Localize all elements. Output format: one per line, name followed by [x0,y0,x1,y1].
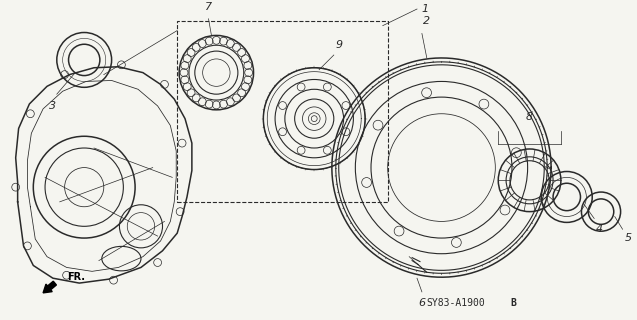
Text: 8: 8 [526,112,533,122]
Text: FR.: FR. [68,272,85,282]
Text: 6: 6 [419,298,426,308]
Text: B: B [510,298,516,308]
Text: 1: 1 [422,4,429,14]
Bar [177,21,388,202]
Text: SY83-A1900: SY83-A1900 [427,298,485,308]
Text: 3: 3 [49,101,57,111]
FancyArrow shape [43,281,57,293]
Text: 7: 7 [205,2,212,12]
Text: 4: 4 [596,224,603,234]
Text: 9: 9 [336,40,343,50]
Text: 5: 5 [624,233,632,243]
Text: 2: 2 [423,16,431,26]
